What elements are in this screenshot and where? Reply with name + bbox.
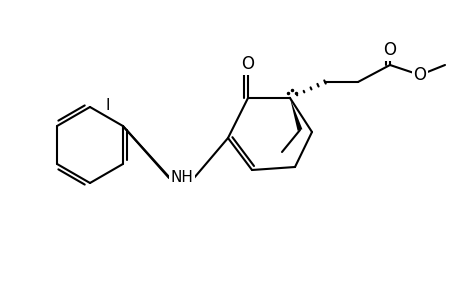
Text: O: O: [241, 55, 254, 73]
Text: O: O: [413, 66, 425, 84]
Text: O: O: [383, 41, 396, 59]
Polygon shape: [289, 98, 302, 131]
Text: NH: NH: [170, 170, 193, 185]
Text: I: I: [106, 98, 110, 112]
